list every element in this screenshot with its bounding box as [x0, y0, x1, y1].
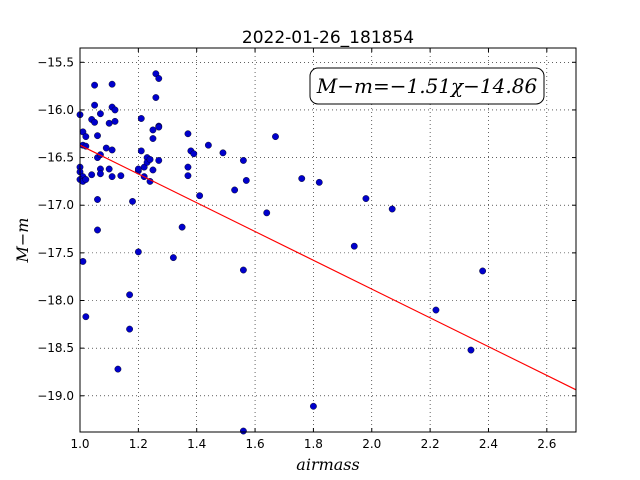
x-tick-label: 1.2 [129, 437, 148, 451]
data-point [126, 291, 134, 299]
data-point [219, 149, 227, 157]
y-tick-label: −15.5 [37, 55, 74, 69]
data-point [149, 135, 157, 142]
x-axis-label: airmass [296, 455, 359, 474]
y-tick-label: −17.5 [37, 246, 74, 260]
data-point [298, 175, 306, 182]
data-point [204, 141, 212, 149]
data-point [82, 313, 90, 321]
data-point [108, 80, 116, 88]
data-point [102, 144, 110, 152]
x-tick-label: 1.0 [70, 437, 89, 451]
data-point [111, 106, 119, 114]
data-point [105, 165, 113, 173]
y-tick-label: −18.0 [37, 294, 74, 308]
data-point [97, 170, 104, 178]
data-point [134, 165, 142, 173]
data-point [149, 126, 157, 134]
data-point [108, 173, 116, 181]
data-point [184, 172, 192, 180]
x-tick-label: 1.6 [246, 437, 265, 451]
data-point [114, 365, 122, 373]
data-point [117, 172, 125, 180]
data-point [91, 81, 98, 89]
data-point [263, 209, 271, 217]
data-point [126, 325, 134, 333]
data-point [388, 205, 396, 213]
data-point [155, 157, 163, 164]
data-point [88, 171, 96, 179]
data-point [82, 133, 90, 141]
data-point [94, 132, 101, 140]
x-tick-label: 2.0 [362, 437, 381, 451]
data-point [111, 117, 119, 125]
data-point [467, 346, 475, 354]
fit-line [79, 144, 577, 391]
data-point [178, 223, 186, 231]
x-tick-label: 2.4 [479, 437, 498, 451]
data-point [137, 115, 145, 122]
data-point [94, 226, 101, 234]
x-tick-label: 1.8 [304, 437, 323, 451]
data-point [146, 156, 154, 163]
y-axis-label: M−m [13, 218, 32, 264]
data-point [196, 192, 204, 200]
data-point [94, 196, 101, 203]
axis-ticks: 1.0 1.2 1.4 1.6 1.8 2.0 2.2 2.4 2.6 −15.5 −16.0 −16… [37, 48, 576, 451]
data-point [129, 198, 136, 205]
data-point [239, 157, 247, 164]
data-point [242, 177, 250, 184]
data-point [97, 110, 104, 118]
data-point [91, 118, 98, 126]
data-point [108, 146, 116, 154]
data-point [79, 258, 87, 265]
data-point [272, 133, 279, 141]
data-point [169, 254, 177, 262]
fit-line-group [79, 144, 577, 391]
data-point [362, 195, 370, 202]
grid-lines [80, 48, 576, 432]
x-tick-label: 1.4 [187, 437, 206, 451]
data-point [184, 130, 192, 138]
data-point [315, 178, 323, 186]
plot-frame [79, 47, 577, 433]
fit-equation-text: M−m=−1.51χ−14.86 [316, 74, 538, 98]
fit-equation-box [309, 67, 545, 105]
data-point [134, 248, 142, 256]
data-point [190, 150, 198, 158]
y-tick-label: −18.5 [37, 341, 74, 355]
y-tick-label: −17.0 [37, 198, 74, 212]
data-point [149, 166, 157, 174]
data-point [105, 119, 113, 127]
data-point [350, 242, 358, 250]
x-tick-label: 2.2 [421, 437, 440, 451]
data-point [239, 427, 247, 435]
data-point [479, 267, 487, 275]
data-point [231, 186, 239, 194]
plot-area [80, 48, 576, 432]
x-tick-label: 2.6 [537, 437, 556, 451]
y-tick-label: −16.0 [37, 103, 74, 117]
data-point [432, 306, 440, 314]
data-point [91, 101, 98, 109]
data-point [155, 75, 163, 82]
data-point [184, 163, 192, 171]
data-point [82, 176, 90, 183]
data-point [137, 147, 145, 155]
y-tick-label: −16.5 [37, 151, 74, 165]
data-point [310, 402, 317, 410]
chart-title: 2022-01-26_181854 [242, 28, 414, 48]
y-tick-label: −19.0 [37, 389, 74, 403]
data-point [152, 94, 160, 101]
data-point [155, 123, 163, 131]
data-point [239, 266, 247, 274]
